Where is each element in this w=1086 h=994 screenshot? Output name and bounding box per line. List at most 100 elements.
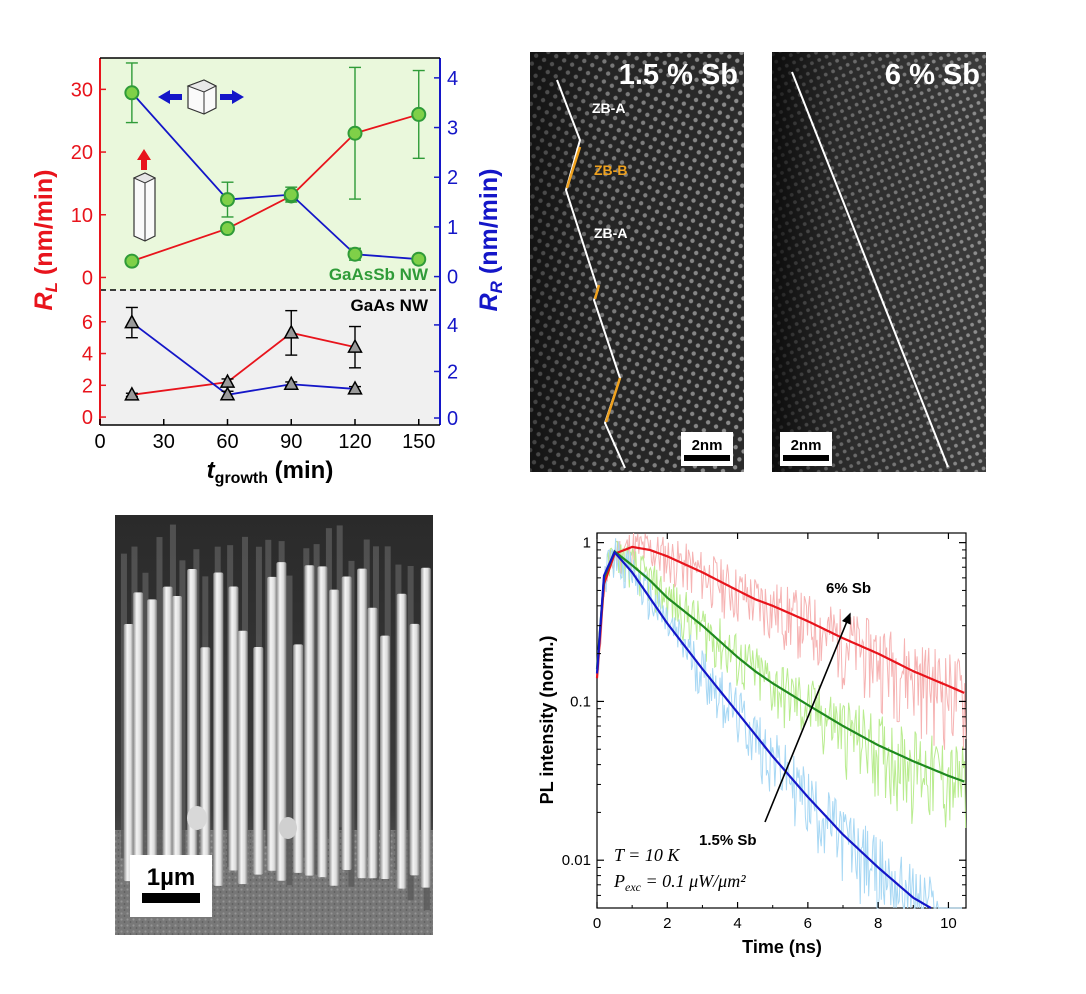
y-tick-label: 4 <box>82 344 93 366</box>
y-tick-label: 0.1 <box>570 693 591 710</box>
data-point <box>220 221 235 237</box>
nanowire-back <box>286 575 293 886</box>
x-tick-label: 10 <box>940 915 957 932</box>
x-tick-label: 120 <box>338 431 371 453</box>
x-tick-label: 6 <box>804 915 812 932</box>
data-point <box>219 386 236 401</box>
condition-temperature: T = 10 K <box>614 845 680 865</box>
nanowire <box>133 592 144 878</box>
tem-image-1p5-sb: 1.5 % Sb ZB-A ZB-B ZB-A 2nm <box>530 52 744 472</box>
data-point <box>124 253 140 269</box>
nanowire-back <box>313 544 320 875</box>
radial-arrow-left-icon <box>158 90 182 104</box>
y-tick-label: 0 <box>447 267 458 289</box>
data-point <box>347 246 363 262</box>
data-point <box>411 106 427 122</box>
scalebar-label: 2nm <box>692 437 723 454</box>
nanowire-array <box>120 524 431 916</box>
zb-b-label: ZB-B <box>594 162 627 178</box>
y-tick-label: 20 <box>71 142 93 164</box>
y-axis-label: PL intensity (norm.) <box>537 636 557 805</box>
fit-curve-blue <box>595 550 932 909</box>
scalebar-label: 2nm <box>791 437 822 454</box>
scalebar-label: 1µm <box>147 864 196 891</box>
gaassb-label: GaAsSb NW <box>329 265 429 284</box>
nanowire <box>213 572 224 886</box>
nanowire <box>329 589 340 886</box>
y-tick-label: 2 <box>447 167 458 189</box>
nanowire <box>123 624 134 882</box>
x-tick-label: 2 <box>663 915 671 932</box>
crystallite <box>187 806 207 830</box>
nanowire <box>162 586 173 890</box>
nanowire-back <box>336 525 343 828</box>
fit-curve-green <box>595 549 965 783</box>
twin-segment-2 <box>593 284 601 300</box>
data-point <box>347 380 363 395</box>
nanowire <box>267 576 278 871</box>
gaas-label: GaAs NW <box>351 296 429 315</box>
nanowire <box>172 595 183 882</box>
right-axis-label: RR (nm/min) <box>475 169 506 312</box>
nanowire-back <box>179 560 186 867</box>
raw-data-blue <box>597 538 966 909</box>
x-tick-label: 150 <box>402 431 435 453</box>
y-tick-label: 4 <box>447 68 458 90</box>
scalebar-bar <box>142 893 200 903</box>
crystallite <box>279 817 297 839</box>
twin-segment-1 <box>565 146 582 189</box>
data-point <box>124 85 140 101</box>
sem-image: 1µm <box>115 515 433 935</box>
data-point <box>283 375 300 391</box>
annotation-arrow <box>764 612 851 823</box>
y-tick-label: 2 <box>82 375 93 397</box>
scalebar-bar <box>783 455 829 461</box>
annotation-1p5-sb: 1.5% Sb <box>699 832 757 849</box>
data-point <box>124 386 140 401</box>
fit-curve-red <box>595 545 965 694</box>
y-tick-label: 1 <box>447 217 458 239</box>
data-point <box>411 251 427 267</box>
nanowire <box>147 599 158 884</box>
tem-1p5-title: 1.5 % Sb <box>619 59 738 91</box>
axial-growth-sketch <box>132 149 157 242</box>
nanowire <box>304 565 315 876</box>
y-tick-label: 2 <box>447 361 458 383</box>
series-line-R_L <box>131 331 356 396</box>
nanowire <box>200 647 211 882</box>
nanowire <box>396 593 407 889</box>
axial-arrow-up-icon <box>137 149 151 170</box>
stacking-line <box>791 71 949 468</box>
data-point <box>220 192 235 208</box>
growth-rate-chart: 0 30 60 90 120 150 0 10 20 30 0 1 2 3 4 0 2 4 6 0 2 4 GaA… <box>30 57 506 487</box>
nanowire <box>237 630 248 884</box>
y-tick-label: 0 <box>82 267 93 289</box>
x-tick-label: 0 <box>94 431 105 453</box>
x-tick-label: 8 <box>874 915 882 932</box>
scalebar-bar <box>684 455 730 461</box>
series-line-R_R <box>131 321 356 396</box>
twin-segment-3 <box>604 377 622 423</box>
y-tick-label: 0 <box>82 407 93 429</box>
nanowire-back <box>156 537 163 869</box>
radial-growth-sketch <box>158 79 244 115</box>
x-tick-label: 4 <box>733 915 741 932</box>
tem-6-title: 6 % Sb <box>885 59 980 91</box>
x-axis-label: tgrowth (min) <box>207 457 334 487</box>
nanowire <box>367 607 378 879</box>
condition-power: Pexc = 0.1 μW/μm² <box>613 871 746 894</box>
x-axis-label: Time (ns) <box>742 937 822 957</box>
top-plot-background <box>100 58 440 290</box>
nanowire <box>420 567 431 888</box>
x-tick-label: 0 <box>593 915 601 932</box>
data-point <box>347 338 363 353</box>
y-tick-label: 4 <box>447 315 458 337</box>
tem-image-6-sb: 6 % Sb 2nm <box>772 52 986 472</box>
y-tick-label: 3 <box>447 118 458 140</box>
y-tick-label: 0.01 <box>562 852 591 869</box>
nanowire <box>357 568 368 879</box>
x-tick-label: 30 <box>153 431 175 453</box>
data-point <box>283 324 300 339</box>
y-tick-label: 6 <box>82 312 93 334</box>
